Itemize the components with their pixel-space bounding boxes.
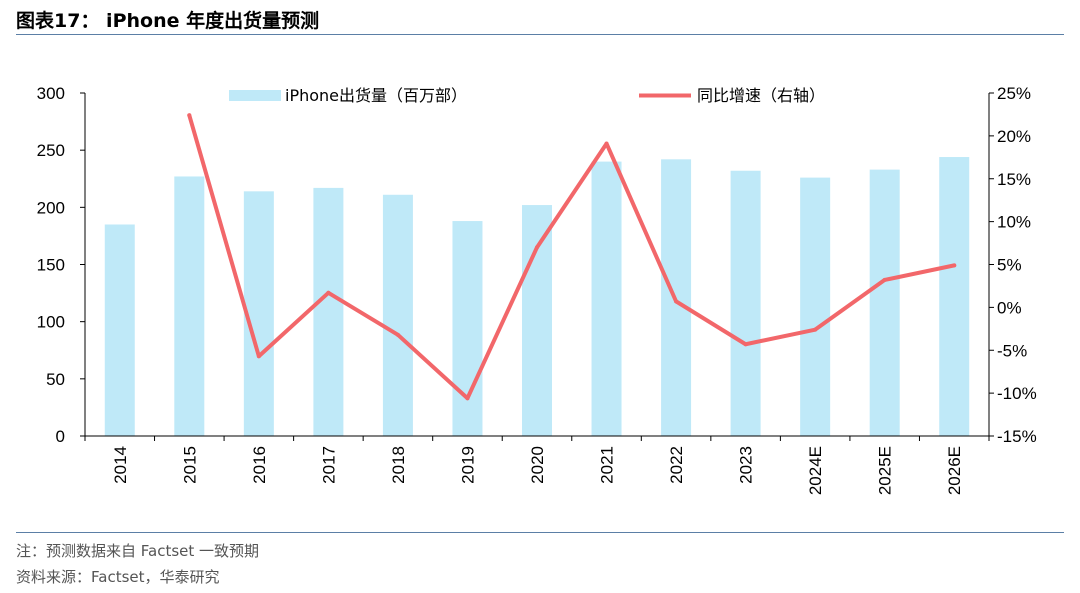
x-tick-label: 2014 bbox=[111, 446, 130, 484]
growth-point-2017 bbox=[326, 290, 331, 295]
bar-2026E bbox=[939, 157, 970, 436]
y-left-tick-label: 300 bbox=[37, 84, 65, 103]
growth-point-2020 bbox=[535, 245, 539, 250]
line-series bbox=[187, 113, 957, 401]
y-left-tick-label: 250 bbox=[37, 141, 65, 160]
x-tick-label: 2016 bbox=[250, 446, 269, 484]
bar-2020 bbox=[522, 205, 552, 436]
growth-point-2019 bbox=[465, 396, 470, 401]
bar-series bbox=[104, 157, 970, 437]
legend-bar-swatch bbox=[229, 90, 281, 101]
bottom-rule bbox=[16, 532, 1064, 533]
footnote: 注：预测数据来自 Factset 一致预期 bbox=[16, 542, 260, 560]
x-tick-label: 2015 bbox=[180, 446, 199, 484]
bar-2015 bbox=[174, 176, 205, 437]
y-right-tick-label: -15% bbox=[997, 427, 1037, 446]
top-rule bbox=[16, 34, 1064, 35]
y-right-tick-label: 0% bbox=[997, 298, 1022, 317]
y-left-tick-label: 50 bbox=[46, 370, 65, 389]
chart-title: 图表17： iPhone 年度出货量预测 bbox=[16, 10, 320, 32]
y-left-tick-label: 100 bbox=[37, 313, 65, 332]
y-left-tick-label: 150 bbox=[37, 256, 65, 275]
legend: iPhone出货量（百万部） 同比增速（右轴） bbox=[229, 86, 825, 105]
growth-point-2026E bbox=[952, 263, 957, 268]
bar-2025E bbox=[869, 169, 900, 436]
bar-2014 bbox=[104, 224, 135, 436]
y-right-tick-label: 10% bbox=[997, 213, 1031, 232]
bar-2021 bbox=[591, 161, 622, 436]
growth-point-2018 bbox=[395, 332, 400, 337]
y-right-tick-label: -10% bbox=[997, 384, 1037, 403]
x-tick-label: 2020 bbox=[528, 446, 547, 484]
growth-point-2015 bbox=[187, 113, 192, 118]
bar-2018 bbox=[382, 194, 413, 436]
legend-line-label: 同比增速（右轴） bbox=[697, 86, 825, 105]
growth-line bbox=[187, 113, 957, 401]
x-tick-label: 2021 bbox=[598, 446, 617, 484]
bar-2024E bbox=[800, 177, 831, 436]
x-tick-label: 2019 bbox=[458, 446, 477, 484]
chart: 0 50 100 150 200 250 300 -15% -10% -5% 0% 5% 10% 15% 2… bbox=[37, 84, 1037, 495]
bar-2023 bbox=[730, 170, 761, 436]
x-tick-label: 2026E bbox=[945, 446, 964, 495]
x-tick-label: 2024E bbox=[806, 446, 825, 495]
growth-point-2022 bbox=[674, 299, 679, 304]
axes: 0 50 100 150 200 250 300 -15% -10% -5% 0% 5% 10% 15% 2… bbox=[37, 84, 1037, 495]
y-left-tick-label: 0 bbox=[56, 427, 65, 446]
x-tick-label: 2017 bbox=[319, 446, 338, 484]
bar-2019 bbox=[452, 221, 483, 436]
y-right-tick-label: 25% bbox=[997, 84, 1031, 103]
growth-point-2025E bbox=[882, 277, 887, 282]
legend-bar-label: iPhone出货量（百万部） bbox=[285, 86, 467, 105]
growth-point-2023 bbox=[743, 342, 748, 347]
x-tick-label: 2022 bbox=[667, 446, 686, 484]
y-right-tick-label: 20% bbox=[997, 127, 1031, 146]
x-tick-label: 2025E bbox=[876, 446, 895, 495]
growth-point-2024E bbox=[813, 327, 818, 332]
source-note: 资料来源：Factset，华泰研究 bbox=[16, 568, 220, 586]
growth-point-2021 bbox=[604, 141, 609, 146]
y-right-tick-label: -5% bbox=[997, 341, 1027, 360]
y-right-tick-label: 5% bbox=[997, 256, 1022, 275]
x-tick-label: 2018 bbox=[389, 446, 408, 484]
y-right-tick-label: 15% bbox=[997, 170, 1031, 189]
growth-point-2016 bbox=[256, 354, 261, 359]
bar-2016 bbox=[243, 191, 274, 436]
y-left-tick-label: 200 bbox=[37, 198, 65, 217]
bar-2017 bbox=[313, 187, 344, 436]
x-tick-label: 2023 bbox=[737, 446, 756, 484]
